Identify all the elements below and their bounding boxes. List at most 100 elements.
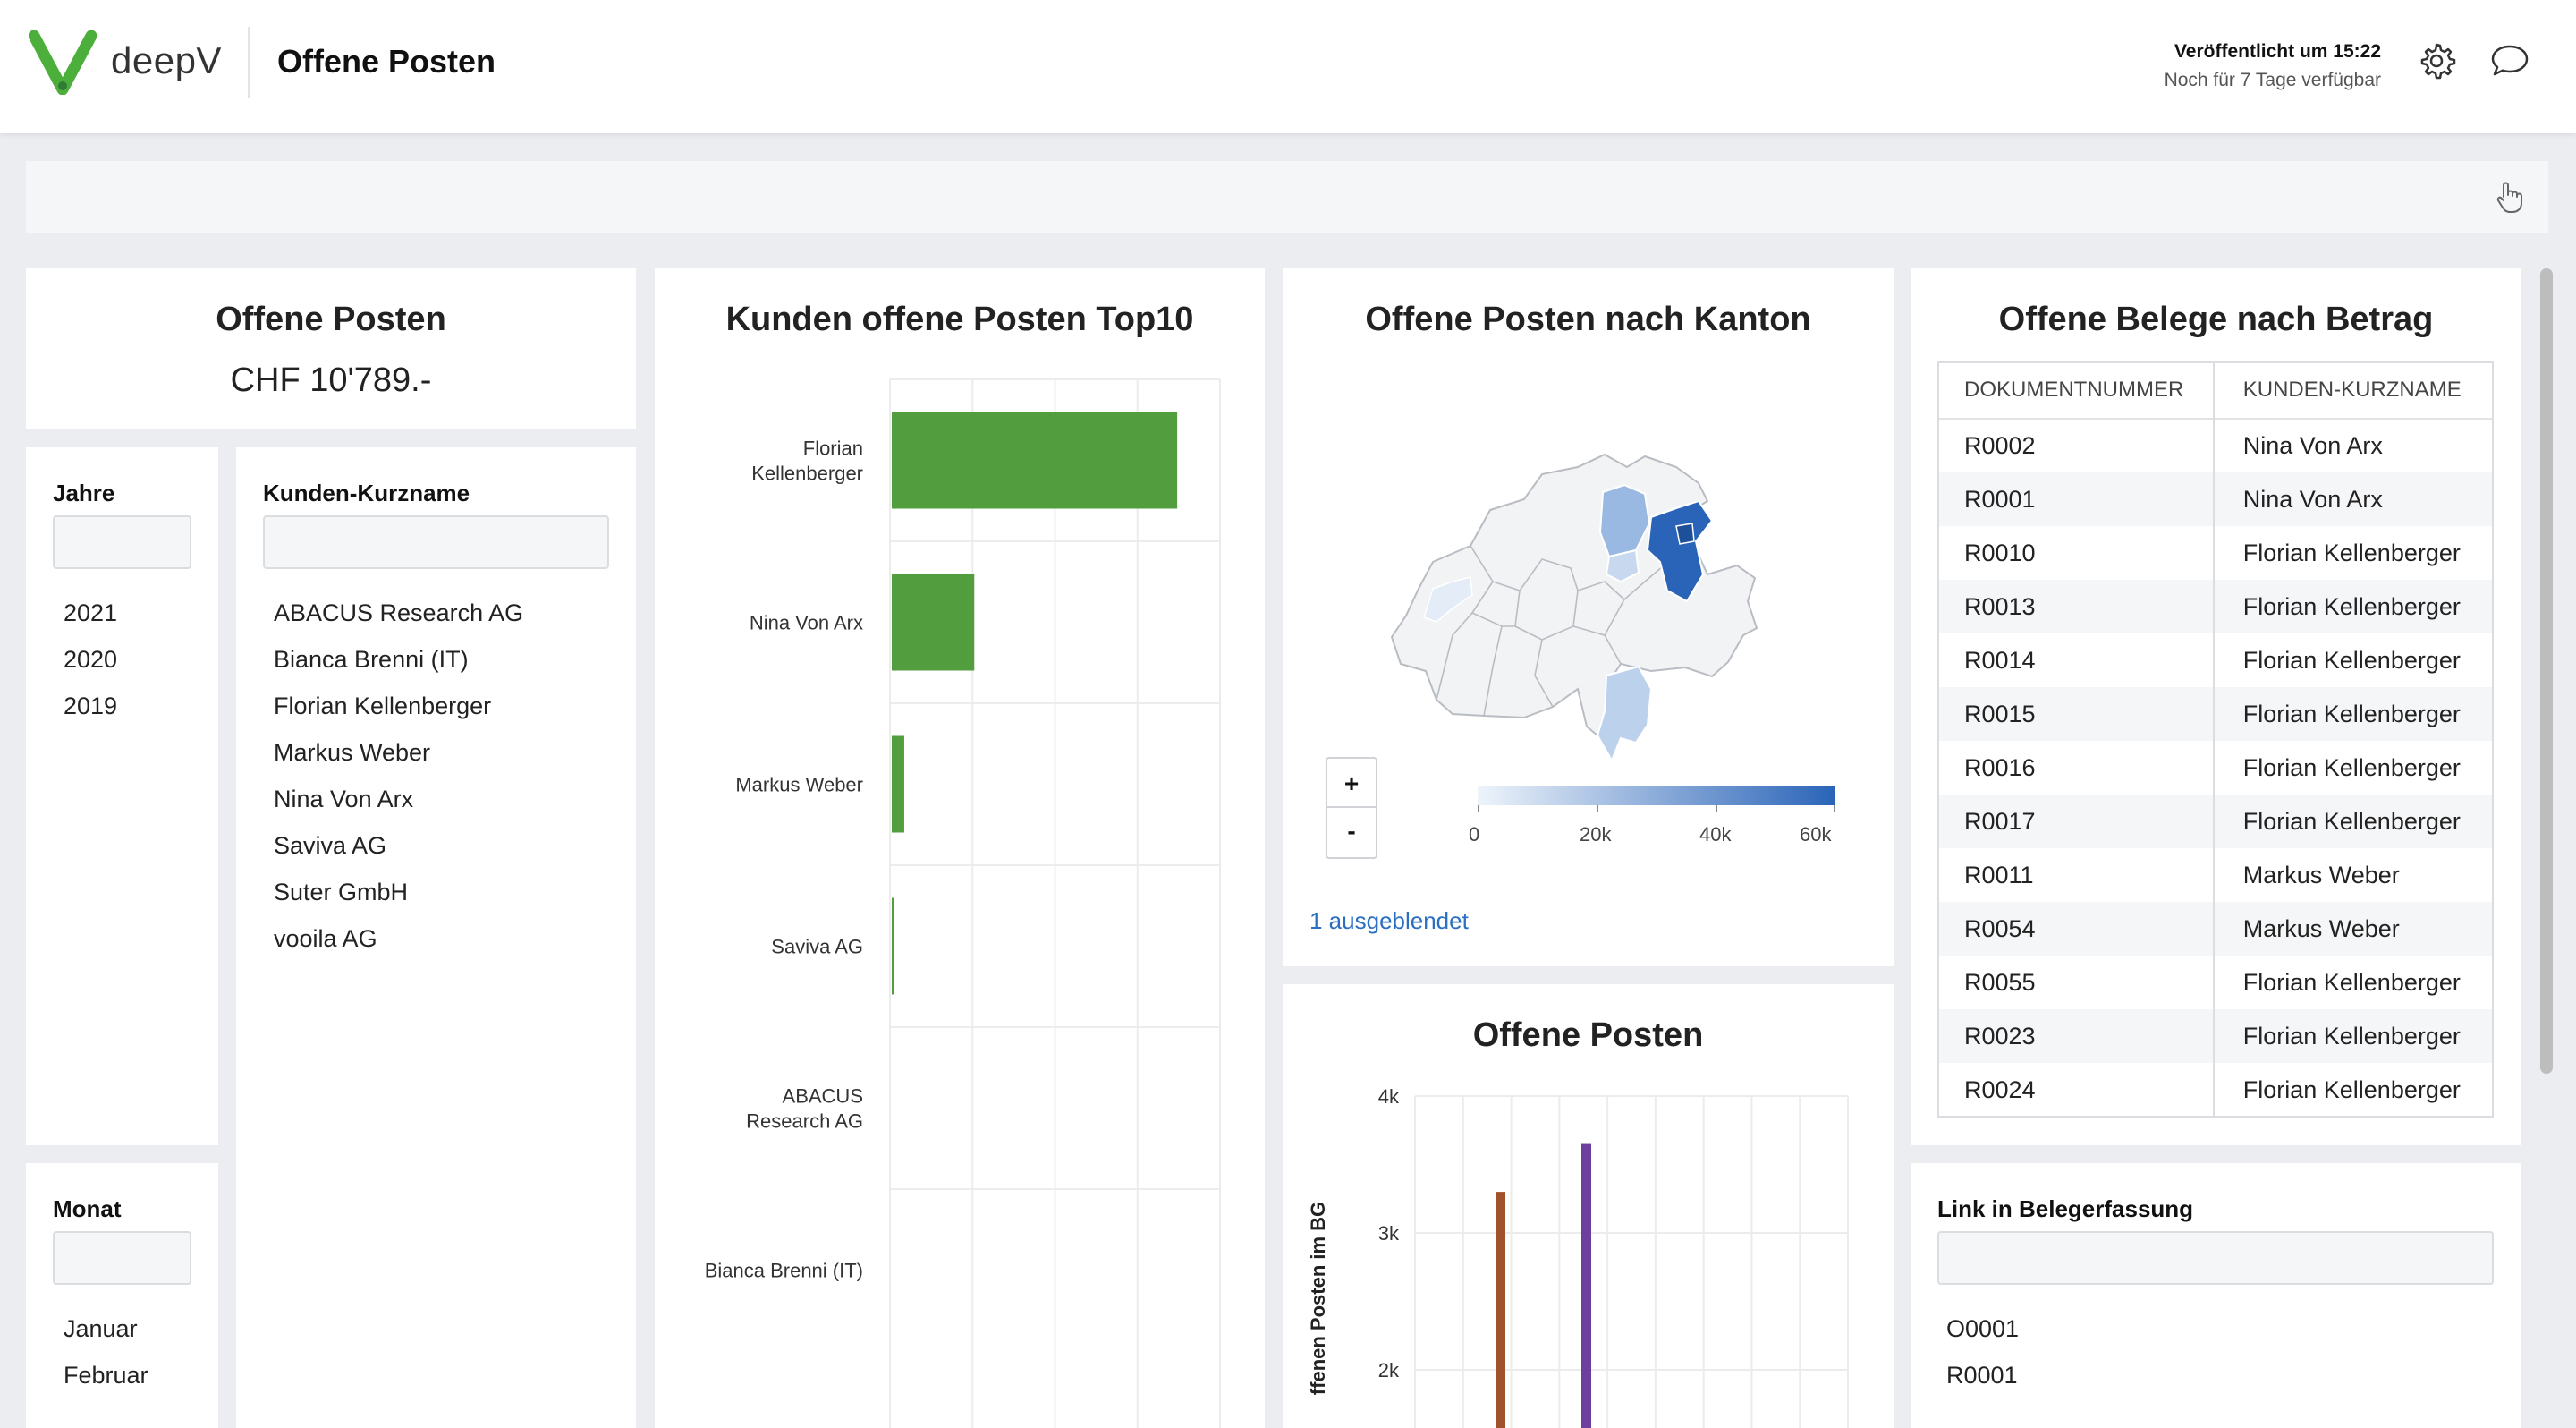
cell-kunden-kurzname: Florian Kellenberger [2242, 1075, 2461, 1103]
zoom-out-button[interactable]: - [1347, 817, 1356, 845]
page-scrollbar[interactable] [2540, 268, 2553, 1074]
chat-bubble-icon[interactable] [2488, 39, 2531, 82]
bar-3[interactable] [892, 897, 894, 995]
list-item[interactable]: Florian Kellenberger [274, 693, 492, 719]
bar-1[interactable] [892, 574, 975, 671]
top-bar: deepV Offene Posten Veröffentlicht um 15… [0, 0, 2576, 133]
op-chart-card: Offene Posten 4k 3k 2k ffenen Posten im BG [1283, 984, 1894, 1428]
list-item[interactable]: 2020 [64, 646, 118, 673]
op-chart-title: Offene Posten [1472, 1016, 1704, 1054]
filter-jahre-search[interactable] [53, 515, 191, 569]
table-row[interactable]: R0010 Florian Kellenberger [1937, 526, 2494, 580]
hidden-regions-link[interactable]: 1 ausgeblendet [1309, 907, 1469, 934]
table-row[interactable]: R0023 Florian Kellenberger [1937, 1009, 2494, 1063]
cell-dokumentnummer: R0017 [1937, 795, 2216, 848]
kpi-card: Offene Posten CHF 10'789.- [26, 268, 636, 429]
table-row[interactable]: R0001 Nina Von Arx [1937, 472, 2494, 526]
list-item[interactable]: Saviva AG [274, 832, 387, 859]
canton-st-gallen[interactable] [1646, 499, 1714, 603]
y-tick-label: 4k [1378, 1085, 1400, 1108]
zoom-in-button[interactable]: + [1327, 759, 1376, 808]
table-row[interactable]: R0013 Florian Kellenberger [1937, 580, 2494, 633]
map-color-scale [1478, 786, 1835, 805]
cell-kunden-kurzname: Florian Kellenberger [2242, 968, 2461, 996]
top10-title: Kunden offene Posten Top10 [725, 301, 1194, 338]
category-label: ABACUS [783, 1085, 863, 1108]
canton-appenzell[interactable] [1675, 523, 1695, 545]
cell-kunden-kurzname: Florian Kellenberger [2216, 687, 2494, 741]
filter-kunden-label: Kunden-Kurzname [263, 480, 470, 506]
header-divider [248, 27, 250, 98]
cell-dokumentnummer: R0014 [1964, 646, 2036, 674]
list-item[interactable]: Januar [64, 1315, 138, 1342]
table-header: DOKUMENTNUMMER KUNDEN-KURZNAME [1937, 361, 2494, 420]
table-row[interactable]: R0054 Markus Weber [1937, 902, 2494, 956]
deepv-logo-icon [29, 30, 97, 95]
table-row[interactable]: R0002 Nina Von Arx [1937, 419, 2494, 472]
cell-kunden-kurzname: Markus Weber [2242, 861, 2400, 888]
top10-chart: Florian Kellenberger Nina Von Arx Markus We… [705, 378, 1221, 1428]
category-label: Nina Von Arx [750, 612, 863, 634]
canton-zuerich[interactable] [1598, 483, 1651, 558]
table-row[interactable]: R0055 Florian Kellenberger [1937, 956, 2494, 1009]
belege-title: Offene Belege nach Betrag [1998, 301, 2434, 338]
table-row[interactable]: R0017 Florian Kellenberger [1937, 795, 2494, 848]
filter-bar [26, 161, 2548, 233]
category-label: Markus Weber [735, 774, 863, 796]
list-item[interactable]: vooila AG [274, 925, 377, 952]
table-row[interactable]: R0016 Florian Kellenberger [1937, 741, 2494, 795]
cell-kunden-kurzname: Nina Von Arx [2242, 432, 2383, 459]
bar-2[interactable] [892, 735, 904, 833]
scale-label-20k: 20k [1580, 823, 1612, 846]
cell-dokumentnummer: R0010 [1964, 539, 2036, 566]
list-item[interactable]: Februar [64, 1362, 148, 1389]
col-kunden-kurzname[interactable]: KUNDEN-KURZNAME [2216, 361, 2494, 420]
filter-kunden-search[interactable] [263, 515, 609, 569]
list-item[interactable]: 2021 [64, 599, 118, 626]
category-label: Research AG [746, 1110, 863, 1133]
switzerland-map[interactable] [1336, 367, 1837, 975]
cell-kunden-kurzname: Florian Kellenberger [2242, 539, 2461, 566]
col-dokumentnummer[interactable]: DOKUMENTNUMMER [1937, 361, 2216, 420]
list-item[interactable]: R0001 [1946, 1362, 2018, 1389]
belege-table: DOKUMENTNUMMER KUNDEN-KURZNAME R0002 Nina… [1937, 361, 2494, 1117]
table-row[interactable]: R0024 Florian Kellenberger [1937, 1063, 2494, 1117]
cell-kunden-kurzname: Florian Kellenberger [2216, 795, 2494, 848]
table-column-divider [2213, 361, 2215, 1118]
cell-dokumentnummer: R0024 [1964, 1075, 2036, 1103]
bar-0[interactable] [892, 412, 1178, 509]
list-item[interactable]: 2019 [64, 693, 118, 719]
filter-link-search[interactable] [1937, 1231, 2494, 1285]
list-item[interactable]: Suter GmbH [274, 879, 409, 905]
list-item[interactable]: Bianca Brenni (IT) [274, 646, 469, 673]
belege-card: Offene Belege nach Betrag DOKUMENTNUMMER… [1911, 268, 2521, 1145]
kpi-title: Offene Posten [216, 301, 446, 338]
cell-dokumentnummer: R0016 [1964, 753, 2036, 781]
cell-kunden-kurzname: Florian Kellenberger [2216, 1009, 2494, 1063]
cell-kunden-kurzname: Florian Kellenberger [2216, 580, 2494, 633]
list-item[interactable]: ABACUS Research AG [274, 599, 524, 626]
filter-monat-label: Monat [53, 1195, 122, 1222]
list-item[interactable]: Nina Von Arx [274, 786, 414, 812]
cell-kunden-kurzname: Florian Kellenberger [2242, 753, 2461, 781]
category-label: Bianca Brenni (IT) [705, 1260, 863, 1282]
list-item[interactable]: Markus Weber [274, 739, 431, 766]
table-row[interactable]: R0014 Florian Kellenberger [1937, 633, 2494, 687]
scale-label-40k: 40k [1699, 823, 1732, 846]
list-item[interactable]: O0001 [1946, 1315, 2020, 1342]
table-row[interactable]: R0011 Markus Weber [1937, 848, 2494, 902]
table-row[interactable]: R0015 Florian Kellenberger [1937, 687, 2494, 741]
cell-kunden-kurzname: Markus Weber [2216, 902, 2494, 956]
pointer-hand-icon[interactable] [2491, 179, 2527, 215]
canton-jura[interactable] [1423, 576, 1473, 623]
map-zoom-control: + - [1326, 757, 1377, 859]
canton-tessin[interactable] [1596, 665, 1653, 763]
settings-gear-icon[interactable] [2415, 39, 2458, 82]
bar-series-1[interactable] [1581, 1143, 1591, 1428]
canton-borders [1436, 540, 1693, 717]
y-tick-label: 3k [1378, 1222, 1400, 1245]
cell-kunden-kurzname: Florian Kellenberger [2242, 646, 2461, 674]
bar-series-0[interactable] [1496, 1192, 1505, 1428]
canton-zug[interactable] [1605, 548, 1640, 583]
filter-monat-search[interactable] [53, 1231, 191, 1285]
